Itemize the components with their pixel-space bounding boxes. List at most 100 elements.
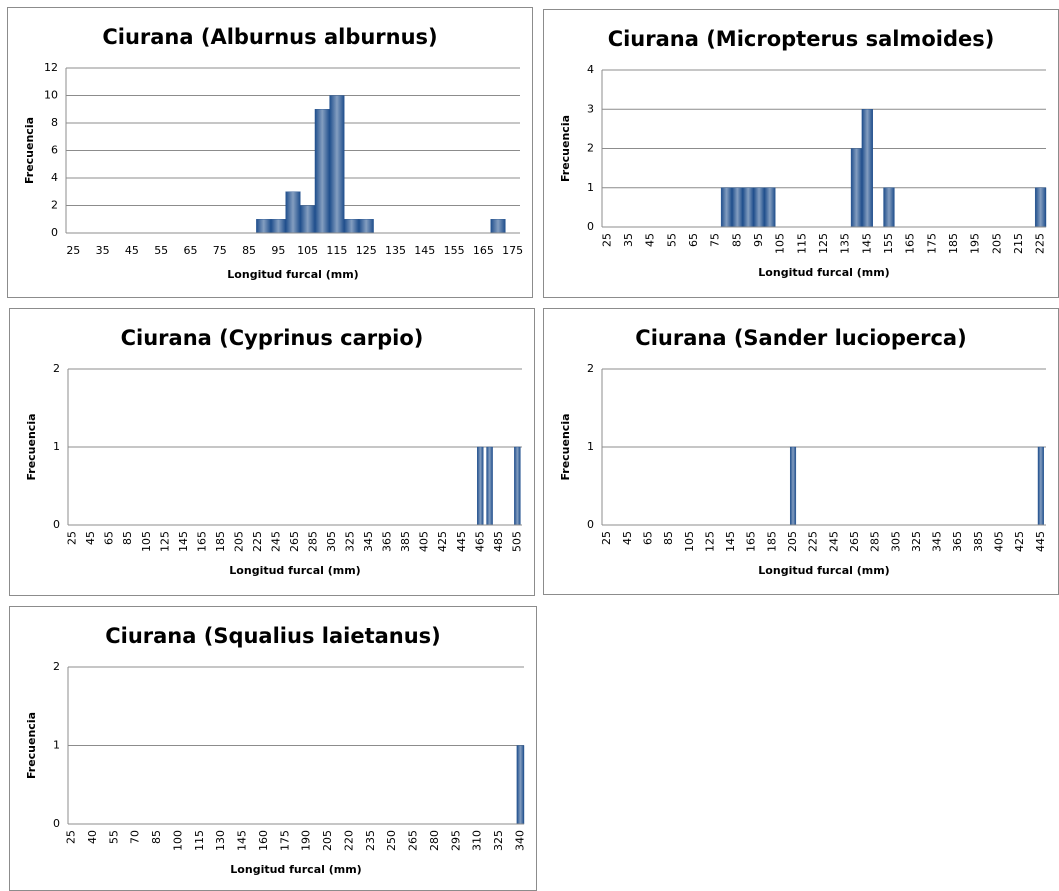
chart: Ciurana (Micropterus salmoides) Frecuenci… [559, 27, 1047, 279]
x-tick-label: 340 [513, 830, 526, 851]
y-tick-label: 3 [587, 102, 594, 115]
chart-title: Ciurana (Alburnus alburnus) [102, 25, 437, 49]
x-tick-label: 365 [951, 531, 964, 552]
y-tick-label: 4 [587, 63, 594, 76]
x-tick-label: 40 [86, 830, 99, 844]
y-axis-label: Frecuencia [559, 413, 572, 480]
x-tick-label: 130 [214, 830, 227, 851]
x-tick-label: 75 [709, 233, 722, 247]
x-tick-label: 280 [428, 830, 441, 851]
chart-title: Ciurana (Cyprinus carpio) [121, 326, 424, 350]
x-tick-label: 165 [745, 531, 758, 552]
x-tick-label: 195 [969, 233, 982, 254]
x-tick-label: 115 [326, 244, 347, 257]
bar [850, 148, 863, 228]
x-tick-label: 70 [129, 830, 142, 844]
x-tick-label: 245 [269, 531, 282, 552]
x-tick-label: 185 [947, 233, 960, 254]
y-tick-label: 1 [53, 739, 60, 752]
x-tick-label: 185 [765, 531, 778, 552]
bar [764, 187, 776, 228]
x-tick-label: 85 [242, 244, 256, 257]
x-tick-label: 285 [307, 531, 320, 552]
bar [742, 187, 754, 228]
x-tick-label: 465 [473, 531, 486, 552]
y-tick-label: 0 [51, 226, 58, 239]
x-tick-label: 145 [236, 830, 249, 851]
x-tick-label: 325 [344, 531, 357, 552]
x-tick-label: 105 [683, 531, 696, 552]
bar [753, 187, 765, 228]
x-tick-label: 445 [1034, 531, 1047, 552]
x-tick-label: 105 [297, 244, 318, 257]
x-tick-label: 45 [621, 531, 634, 545]
bar [883, 187, 895, 228]
x-tick-label: 310 [471, 830, 484, 851]
x-tick-label: 135 [839, 233, 852, 254]
x-tick-label: 125 [703, 531, 716, 552]
x-tick-label: 65 [641, 531, 654, 545]
x-tick-label: 225 [251, 531, 264, 552]
x-tick-label: 25 [600, 531, 613, 545]
x-tick-label: 505 [510, 531, 523, 552]
y-tick-label: 6 [51, 144, 58, 157]
y-tick-label: 1 [53, 440, 60, 453]
chart-panel: Ciurana (Cyprinus carpio) Frecuencia Longi… [9, 308, 535, 596]
x-tick-label: 125 [817, 233, 830, 254]
y-tick-label: 0 [587, 518, 594, 531]
chart-panel: Ciurana (Alburnus alburnus) Frecuencia Lon… [7, 7, 533, 298]
x-tick-label: 365 [381, 531, 394, 552]
bar [300, 205, 316, 234]
x-tick-label: 190 [300, 830, 313, 851]
x-tick-label: 225 [1034, 233, 1047, 254]
x-tick-label: 105 [774, 233, 787, 254]
chart: Ciurana (Squalius laietanus) Frecuencia Lo… [25, 624, 526, 876]
y-axis-label: Frecuencia [23, 117, 36, 184]
x-tick-label: 125 [158, 531, 171, 552]
x-tick-label: 35 [96, 244, 110, 257]
x-tick-label: 235 [364, 830, 377, 851]
x-tick-label: 205 [321, 830, 334, 851]
x-tick-label: 95 [752, 233, 765, 247]
bar [344, 219, 360, 234]
x-tick-label: 25 [65, 830, 78, 844]
y-tick-label: 2 [51, 199, 58, 212]
x-tick-label: 25 [600, 233, 613, 247]
chart: Ciurana (Cyprinus carpio) Frecuencia Longi… [25, 326, 523, 577]
chart-title: Ciurana (Sander lucioperca) [635, 326, 966, 350]
x-tick-label: 45 [125, 244, 139, 257]
x-tick-label: 115 [795, 233, 808, 254]
y-axis-label: Frecuencia [25, 712, 38, 779]
x-tick-label: 155 [444, 244, 465, 257]
x-tick-label: 25 [66, 244, 80, 257]
y-tick-label: 2 [53, 660, 60, 673]
x-tick-label: 185 [214, 531, 227, 552]
x-tick-label: 325 [492, 830, 505, 851]
bar [516, 745, 525, 825]
chart: Ciurana (Alburnus alburnus) Frecuencia Lon… [23, 25, 523, 281]
x-tick-label: 295 [449, 830, 462, 851]
x-tick-label: 485 [492, 531, 505, 552]
bar [490, 219, 506, 234]
y-tick-label: 0 [53, 518, 60, 531]
y-tick-label: 8 [51, 116, 58, 129]
x-tick-label: 205 [786, 531, 799, 552]
x-axis-label: Longitud furcal (mm) [227, 268, 358, 281]
x-tick-label: 160 [257, 830, 270, 851]
bar [861, 109, 873, 228]
x-axis-label: Longitud furcal (mm) [229, 564, 360, 577]
bar [256, 219, 272, 234]
x-tick-label: 145 [177, 531, 190, 552]
x-tick-label: 145 [860, 233, 873, 254]
x-tick-label: 345 [931, 531, 944, 552]
x-tick-label: 145 [724, 531, 737, 552]
x-tick-label: 55 [665, 233, 678, 247]
x-tick-label: 165 [473, 244, 494, 257]
x-tick-label: 265 [288, 531, 301, 552]
x-tick-label: 385 [399, 531, 412, 552]
x-tick-label: 425 [1013, 531, 1026, 552]
bar [477, 446, 484, 526]
y-tick-label: 1 [587, 181, 594, 194]
x-tick-label: 105 [140, 531, 153, 552]
y-tick-label: 12 [44, 61, 58, 74]
